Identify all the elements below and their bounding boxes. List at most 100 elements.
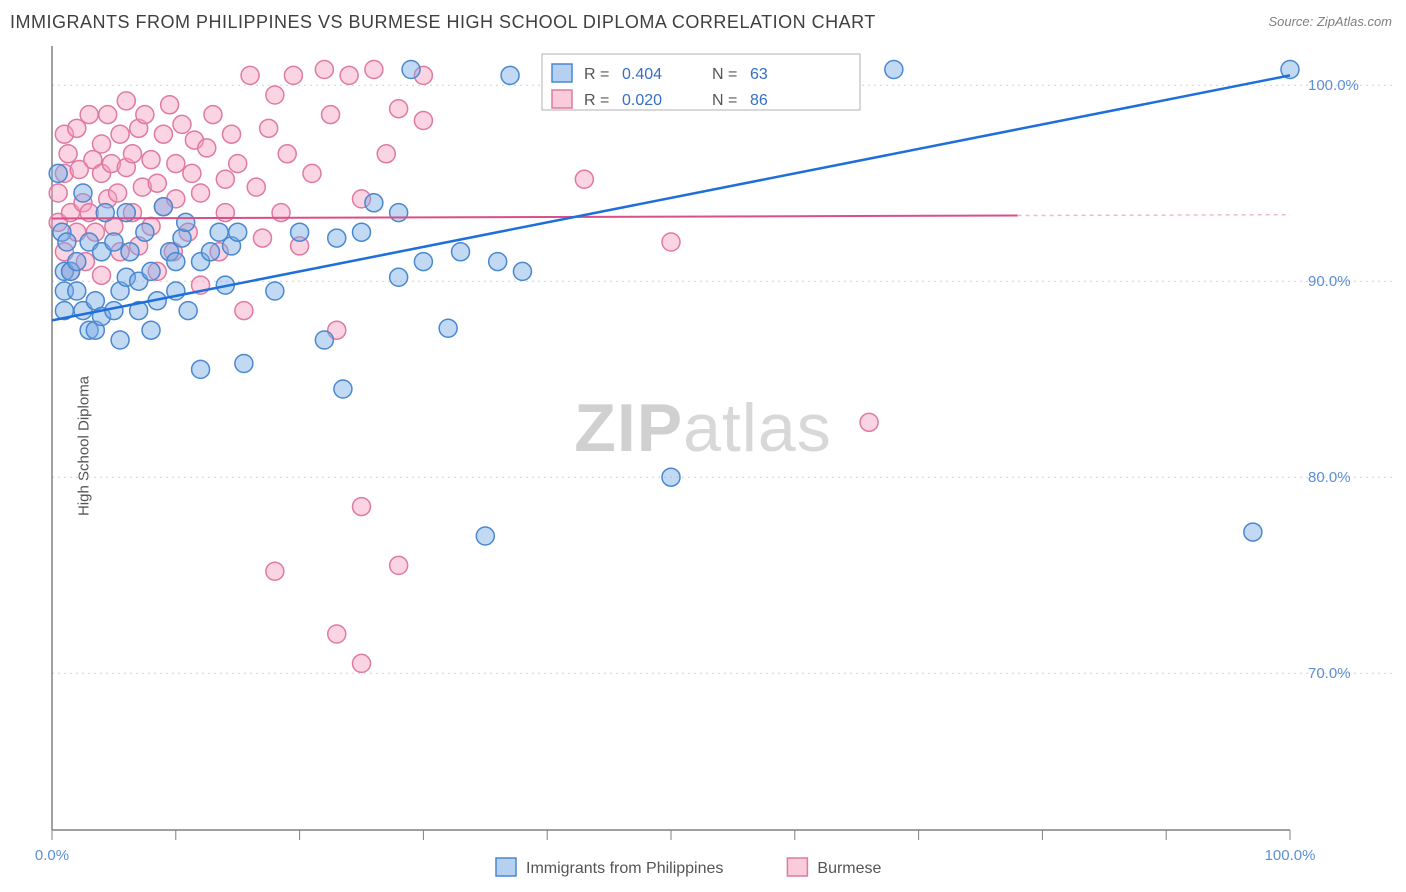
data-point-burmese	[93, 266, 111, 284]
data-point-burmese	[235, 302, 253, 320]
legend-r-label: R =	[584, 66, 609, 83]
data-point-philippines	[74, 184, 92, 202]
data-point-philippines	[177, 213, 195, 231]
data-point-burmese	[266, 86, 284, 104]
data-point-philippines	[402, 61, 420, 79]
data-point-burmese	[111, 125, 129, 143]
data-point-burmese	[353, 654, 371, 672]
data-point-philippines	[201, 243, 219, 261]
data-point-burmese	[80, 106, 98, 124]
legend-n-value: 86	[750, 92, 768, 109]
data-point-burmese	[93, 135, 111, 153]
data-point-philippines	[154, 198, 172, 216]
data-point-burmese	[260, 119, 278, 137]
legend-n-label: N =	[712, 66, 737, 83]
data-point-burmese	[154, 125, 172, 143]
data-point-burmese	[322, 106, 340, 124]
data-point-burmese	[340, 66, 358, 84]
data-point-burmese	[49, 184, 67, 202]
data-point-philippines	[179, 302, 197, 320]
data-point-burmese	[204, 106, 222, 124]
data-point-philippines	[452, 243, 470, 261]
legend-series-label: Immigrants from Philippines	[526, 860, 723, 877]
data-point-philippines	[513, 262, 531, 280]
data-point-philippines	[121, 243, 139, 261]
legend-r-value: 0.020	[622, 92, 662, 109]
data-point-burmese	[173, 115, 191, 133]
data-point-philippines	[1244, 523, 1262, 541]
data-point-philippines	[334, 380, 352, 398]
data-point-philippines	[142, 262, 160, 280]
data-point-burmese	[229, 155, 247, 173]
data-point-philippines	[167, 253, 185, 271]
data-point-burmese	[198, 139, 216, 157]
data-point-burmese	[142, 151, 160, 169]
data-point-burmese	[662, 233, 680, 251]
data-point-burmese	[328, 625, 346, 643]
x-tick-label: 100.0%	[1265, 847, 1316, 864]
y-tick-label: 70.0%	[1308, 665, 1351, 682]
data-point-philippines	[192, 360, 210, 378]
data-point-burmese	[109, 184, 127, 202]
legend-r-value: 0.404	[622, 66, 662, 83]
data-point-philippines	[111, 331, 129, 349]
data-point-burmese	[148, 174, 166, 192]
data-point-burmese	[266, 562, 284, 580]
data-point-burmese	[303, 164, 321, 182]
legend-swatch	[552, 64, 572, 82]
data-point-philippines	[662, 468, 680, 486]
data-point-philippines	[68, 282, 86, 300]
data-point-burmese	[161, 96, 179, 114]
data-point-philippines	[266, 282, 284, 300]
data-point-burmese	[59, 145, 77, 163]
data-point-philippines	[49, 164, 67, 182]
data-point-burmese	[377, 145, 395, 163]
data-point-burmese	[414, 111, 432, 129]
correlation-chart: 70.0% 80.0% 90.0% 100.0% 0.0% 100.0% R = 0.404 N…	[0, 0, 1406, 892]
data-point-philippines	[489, 253, 507, 271]
data-point-burmese	[167, 155, 185, 173]
data-point-philippines	[142, 321, 160, 339]
data-point-philippines	[353, 223, 371, 241]
data-point-philippines	[328, 229, 346, 247]
data-point-burmese	[123, 145, 141, 163]
data-point-philippines	[439, 319, 457, 337]
data-point-burmese	[183, 164, 201, 182]
data-point-philippines	[414, 253, 432, 271]
y-tick-label: 100.0%	[1308, 77, 1359, 94]
data-point-philippines	[476, 527, 494, 545]
legend-swatch	[552, 90, 572, 108]
data-point-burmese	[223, 125, 241, 143]
trend-line-burmese-extrapolated	[1018, 215, 1290, 216]
data-point-burmese	[353, 498, 371, 516]
data-point-burmese	[390, 100, 408, 118]
data-point-philippines	[229, 223, 247, 241]
data-point-burmese	[390, 556, 408, 574]
data-point-philippines	[291, 223, 309, 241]
data-point-burmese	[278, 145, 296, 163]
data-point-burmese	[216, 170, 234, 188]
data-point-philippines	[390, 204, 408, 222]
data-point-philippines	[136, 223, 154, 241]
data-point-philippines	[365, 194, 383, 212]
trend-line-philippines	[52, 75, 1290, 320]
data-point-burmese	[860, 413, 878, 431]
legend-n-value: 63	[750, 66, 768, 83]
data-point-burmese	[99, 106, 117, 124]
data-point-burmese	[284, 66, 302, 84]
data-point-philippines	[315, 331, 333, 349]
data-point-philippines	[105, 233, 123, 251]
data-point-burmese	[136, 106, 154, 124]
y-tick-label: 90.0%	[1308, 273, 1351, 290]
data-point-philippines	[235, 355, 253, 373]
legend-swatch	[787, 858, 807, 876]
data-point-philippines	[68, 253, 86, 271]
data-point-philippines	[501, 66, 519, 84]
trend-line-burmese	[52, 216, 1018, 219]
data-point-burmese	[247, 178, 265, 196]
x-tick-label: 0.0%	[35, 847, 69, 864]
data-point-burmese	[241, 66, 259, 84]
data-point-philippines	[885, 61, 903, 79]
y-tick-label: 80.0%	[1308, 469, 1351, 486]
legend-swatch	[496, 858, 516, 876]
